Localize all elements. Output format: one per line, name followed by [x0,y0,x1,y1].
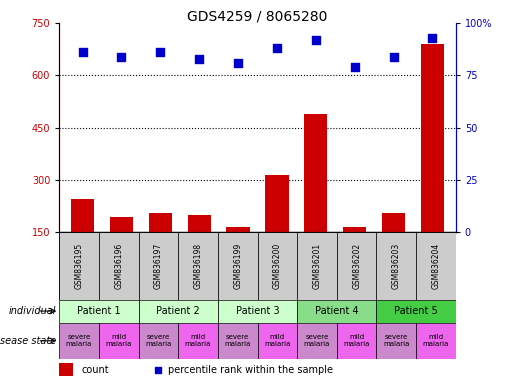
Text: count: count [81,364,109,375]
Text: GSM836200: GSM836200 [273,243,282,289]
Point [117,53,126,60]
Bar [110,217,133,285]
Bar [139,300,218,323]
Text: mild
malaria: mild malaria [264,334,290,347]
Bar [297,232,337,300]
Text: mild
malaria: mild malaria [185,334,211,347]
Bar [178,232,218,300]
Bar [343,227,366,285]
Bar [71,199,94,285]
Text: GSM836204: GSM836204 [432,243,440,289]
Text: severe
malaria: severe malaria [383,334,409,347]
Text: GSM836195: GSM836195 [75,243,83,289]
Bar [59,300,139,323]
Text: GDS4259 / 8065280: GDS4259 / 8065280 [187,10,328,23]
Bar [218,232,258,300]
Bar [304,114,328,285]
Bar [382,213,405,285]
Text: severe
malaria: severe malaria [225,334,251,347]
Point [195,56,203,62]
Point [389,53,398,60]
Point [156,49,164,55]
Bar [149,213,172,285]
Bar [218,323,258,359]
Bar [376,232,416,300]
Text: GSM836203: GSM836203 [392,243,401,289]
Text: mild
malaria: mild malaria [344,334,370,347]
Bar [416,232,456,300]
Bar [187,215,211,285]
Bar [297,323,337,359]
Point [234,60,242,66]
Point [351,64,359,70]
Bar [178,323,218,359]
Text: severe
malaria: severe malaria [145,334,171,347]
Point [428,35,437,41]
Text: mild
malaria: mild malaria [106,334,132,347]
Text: GSM836197: GSM836197 [154,243,163,289]
Text: mild
malaria: mild malaria [423,334,449,347]
Bar [99,232,139,300]
Text: GSM836196: GSM836196 [114,243,123,289]
Text: Patient 4: Patient 4 [315,306,358,316]
Text: GSM836202: GSM836202 [352,243,361,289]
Text: severe
malaria: severe malaria [304,334,330,347]
Text: GSM836199: GSM836199 [233,243,242,289]
Text: severe
malaria: severe malaria [66,334,92,347]
Bar [227,227,250,285]
Bar [99,323,139,359]
Text: Patient 2: Patient 2 [157,306,200,316]
Bar [337,323,376,359]
Bar [59,363,73,376]
Bar [297,300,376,323]
Point [273,45,281,51]
Bar [376,300,456,323]
Bar [265,175,288,285]
Text: individual: individual [9,306,57,316]
Bar [416,323,456,359]
Text: Patient 1: Patient 1 [77,306,121,316]
Point [312,37,320,43]
Text: Patient 3: Patient 3 [236,306,279,316]
Bar [139,232,178,300]
Bar [139,323,178,359]
Text: percentile rank within the sample: percentile rank within the sample [168,364,333,375]
Point [78,49,87,55]
Bar [376,323,416,359]
Text: GSM836198: GSM836198 [194,243,202,289]
Bar [258,232,297,300]
Bar [258,323,297,359]
Bar [218,300,297,323]
Bar [337,232,376,300]
Text: GSM836201: GSM836201 [313,243,321,289]
Point [154,366,163,372]
Text: disease state: disease state [0,336,57,346]
Bar [59,323,99,359]
Text: Patient 5: Patient 5 [394,306,438,316]
Bar [59,232,99,300]
Bar [421,44,444,285]
